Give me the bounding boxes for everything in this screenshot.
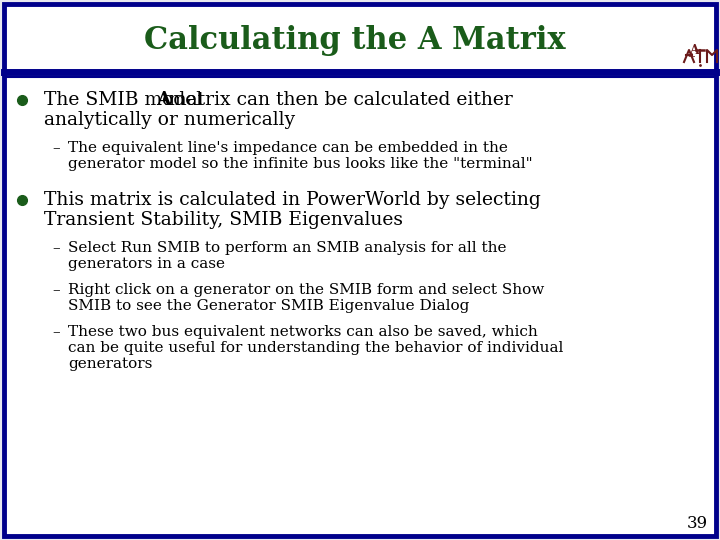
Text: These two bus equivalent networks can also be saved, which: These two bus equivalent networks can al…: [68, 325, 538, 339]
Text: –: –: [52, 283, 60, 297]
Text: analytically or numerically: analytically or numerically: [44, 111, 295, 129]
Text: 39: 39: [687, 516, 708, 532]
Text: matrix can then be calculated either: matrix can then be calculated either: [163, 91, 513, 109]
Text: Select Run SMIB to perform an SMIB analysis for all the: Select Run SMIB to perform an SMIB analy…: [68, 241, 506, 255]
Text: Right click on a generator on the SMIB form and select Show: Right click on a generator on the SMIB f…: [68, 283, 544, 297]
Text: The equivalent line's impedance can be embedded in the: The equivalent line's impedance can be e…: [68, 141, 508, 155]
Text: –: –: [52, 325, 60, 339]
Text: –: –: [52, 141, 60, 155]
Text: A: A: [689, 44, 699, 57]
Text: generator model so the infinite bus looks like the "terminal": generator model so the infinite bus look…: [68, 157, 533, 171]
Text: The SMIB model: The SMIB model: [44, 91, 208, 109]
Text: Transient Stability, SMIB Eigenvalues: Transient Stability, SMIB Eigenvalues: [44, 211, 403, 229]
Text: A: A: [156, 91, 171, 109]
Text: generators: generators: [68, 357, 153, 371]
Text: generators in a case: generators in a case: [68, 257, 225, 271]
Text: This matrix is calculated in PowerWorld by selecting: This matrix is calculated in PowerWorld …: [44, 191, 541, 209]
FancyBboxPatch shape: [4, 4, 716, 536]
Text: can be quite useful for understanding the behavior of individual: can be quite useful for understanding th…: [68, 341, 563, 355]
Text: Calculating the A Matrix: Calculating the A Matrix: [144, 24, 566, 56]
Text: SMIB to see the Generator SMIB Eigenvalue Dialog: SMIB to see the Generator SMIB Eigenvalu…: [68, 299, 469, 313]
Text: –: –: [52, 241, 60, 255]
